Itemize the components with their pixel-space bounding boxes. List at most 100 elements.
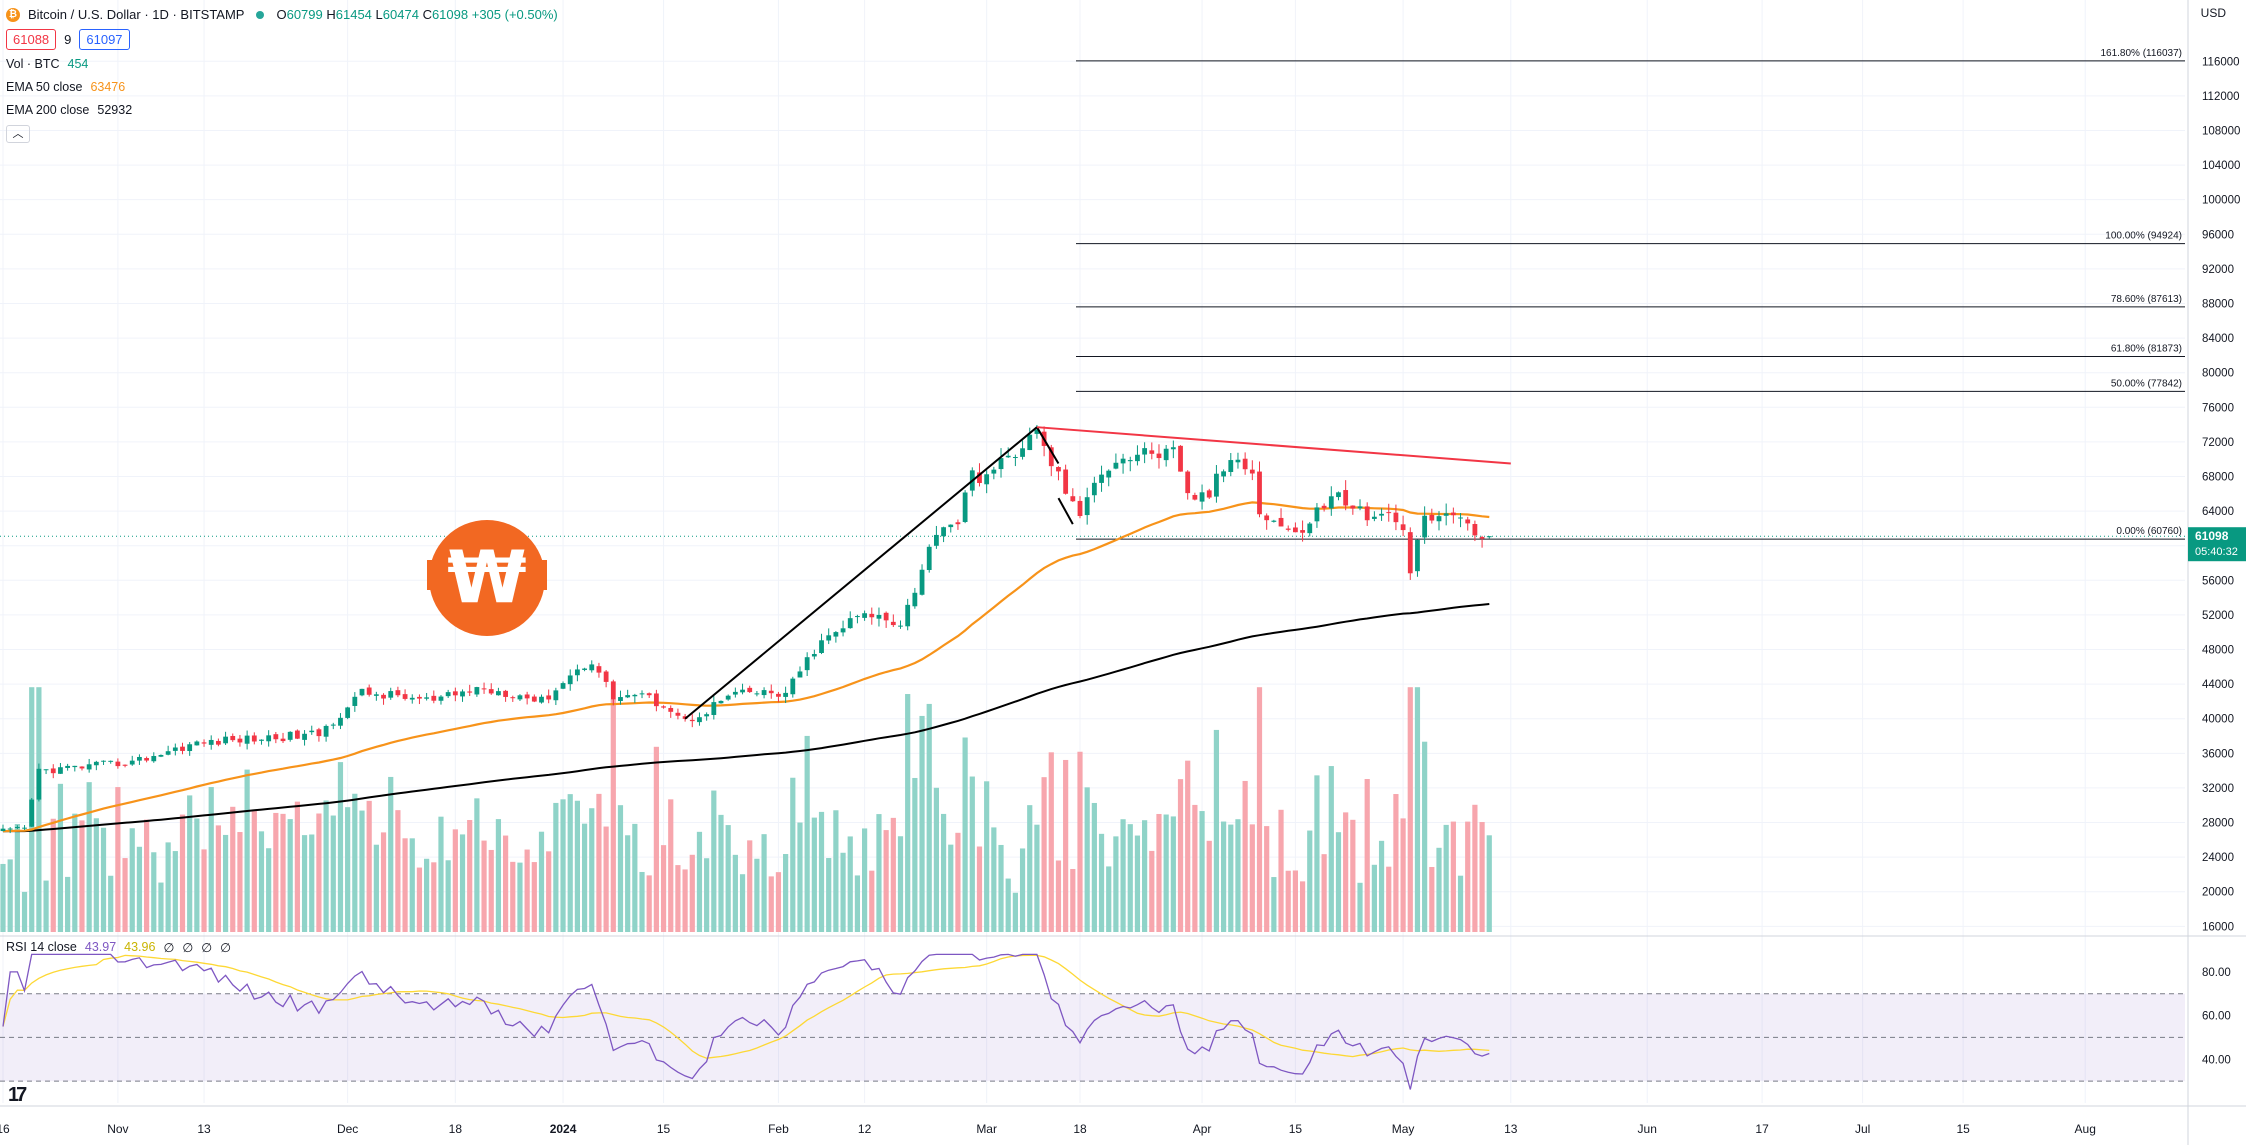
volume-bar xyxy=(373,844,379,932)
price-axis-label: 56000 xyxy=(2202,575,2234,587)
candle-body xyxy=(1436,516,1442,522)
tradingview-logo[interactable]: 17 xyxy=(8,1084,27,1106)
candle-body xyxy=(1156,453,1162,459)
volume-bar xyxy=(567,794,573,932)
ema50-legend[interactable]: EMA 50 close 63476 xyxy=(6,79,558,96)
candle-body xyxy=(503,690,508,697)
candle-body xyxy=(1084,497,1090,516)
candle-body xyxy=(201,742,207,744)
volume-bar xyxy=(905,694,911,932)
sell-button[interactable]: 61088 xyxy=(6,29,57,50)
price-axis-label: 112000 xyxy=(2202,91,2240,103)
price-axis-label: 28000 xyxy=(2202,818,2234,830)
volume-bar xyxy=(1350,819,1356,932)
ohlc-values: O60799 H61454 L60474 C61098 +305 (+0.50%… xyxy=(276,7,558,22)
volume-bar xyxy=(790,777,796,932)
candle-body xyxy=(1192,494,1198,500)
rsi-legend[interactable]: RSI 14 close 43.97 43.96 ∅ ∅ ∅ ∅ xyxy=(6,940,231,955)
volume-bar xyxy=(811,817,817,932)
chevron-up-icon: ︿ xyxy=(12,128,24,140)
fibonacci-levels[interactable]: 161.80% (116037) 100.00% (94924) 78.60% (8… xyxy=(0,48,2185,540)
volume-bar xyxy=(1134,835,1141,932)
volume-bar xyxy=(818,811,825,932)
volume-legend[interactable]: Vol · BTC 454 xyxy=(6,56,558,73)
candle-body xyxy=(984,474,990,485)
candle-body xyxy=(1070,496,1076,502)
volume-bar xyxy=(897,836,904,932)
volume-bar xyxy=(287,819,293,932)
volume-bar xyxy=(50,818,56,932)
candle-body xyxy=(216,740,221,745)
ema200-legend[interactable]: EMA 200 close 52932 xyxy=(6,102,558,119)
candle-body xyxy=(431,695,437,701)
trendlines[interactable] xyxy=(684,426,1511,720)
volume-bar xyxy=(933,787,939,932)
volume-bar xyxy=(538,831,545,932)
candle-body xyxy=(955,522,961,525)
candle-body xyxy=(1450,512,1456,516)
rsi-ma-line xyxy=(2,954,1490,1059)
candle-body xyxy=(797,671,803,678)
volume-bar xyxy=(883,830,889,932)
price-axis-label: 36000 xyxy=(2202,748,2234,760)
volume-bar xyxy=(955,832,961,932)
candle-body xyxy=(826,635,832,641)
volume-bar xyxy=(488,849,494,932)
logo-bar xyxy=(427,560,547,590)
ema50-value: 63476 xyxy=(90,80,126,94)
volume-bar xyxy=(1479,822,1485,932)
time-axis-label: 15 xyxy=(1289,1122,1303,1136)
volume-bar xyxy=(797,822,803,932)
volume-bar xyxy=(1249,824,1255,932)
candle-body xyxy=(1099,474,1104,483)
volume-bar xyxy=(1465,821,1471,932)
candle-body xyxy=(251,735,257,742)
candle-body xyxy=(22,827,27,829)
time-axis-label: 16 xyxy=(0,1122,10,1136)
time-axis-label: Mar xyxy=(976,1122,997,1136)
currency-selector[interactable]: USD xyxy=(2200,6,2226,20)
candle-body xyxy=(560,683,566,689)
candle-body xyxy=(460,691,465,697)
candle-body xyxy=(919,569,925,595)
candle-body xyxy=(1228,460,1234,472)
volume-bar xyxy=(1285,870,1291,932)
symbol-title[interactable]: Bitcoin / U.S. Dollar · 1D · BITSTAMP xyxy=(28,7,245,22)
candle-body xyxy=(72,765,78,768)
volume-bar xyxy=(553,802,559,932)
volume-bar xyxy=(445,860,451,932)
price-axis-label: 20000 xyxy=(2202,887,2234,899)
rsi-axis-label: 40.00 xyxy=(2202,1054,2231,1066)
candle-body xyxy=(1257,471,1262,515)
candle-body xyxy=(847,618,853,629)
volume-bar xyxy=(1177,779,1184,932)
candle-body xyxy=(1185,471,1191,494)
candle-body xyxy=(409,697,415,700)
volume-bar xyxy=(632,823,638,932)
trendline xyxy=(1057,497,1074,525)
volume-bar xyxy=(1070,868,1076,932)
candle-body xyxy=(510,697,516,699)
time-axis-label: 2024 xyxy=(550,1122,577,1136)
buy-button[interactable]: 61097 xyxy=(79,29,130,50)
candle-body xyxy=(740,689,745,693)
candle-body xyxy=(1371,516,1377,519)
volume-bar xyxy=(258,831,265,932)
volume-bar xyxy=(696,831,703,932)
candle-body xyxy=(1300,530,1305,533)
volume-bar xyxy=(560,799,566,932)
volume-bar xyxy=(438,816,444,932)
symbol-row[interactable]: ₿ Bitcoin / U.S. Dollar · 1D · BITSTAMP … xyxy=(6,6,558,23)
collapse-legend-button[interactable]: ︿ xyxy=(6,125,30,143)
candle-body xyxy=(977,472,982,483)
volume-bar xyxy=(510,861,516,932)
candle-body xyxy=(1127,460,1133,462)
volume-bar xyxy=(581,823,588,932)
volume-bar xyxy=(912,777,918,932)
volume-bar xyxy=(1386,866,1392,932)
volume-bar xyxy=(675,865,681,932)
volume-bar xyxy=(711,790,717,932)
candle-body xyxy=(496,691,501,696)
volume-bar xyxy=(517,862,523,932)
